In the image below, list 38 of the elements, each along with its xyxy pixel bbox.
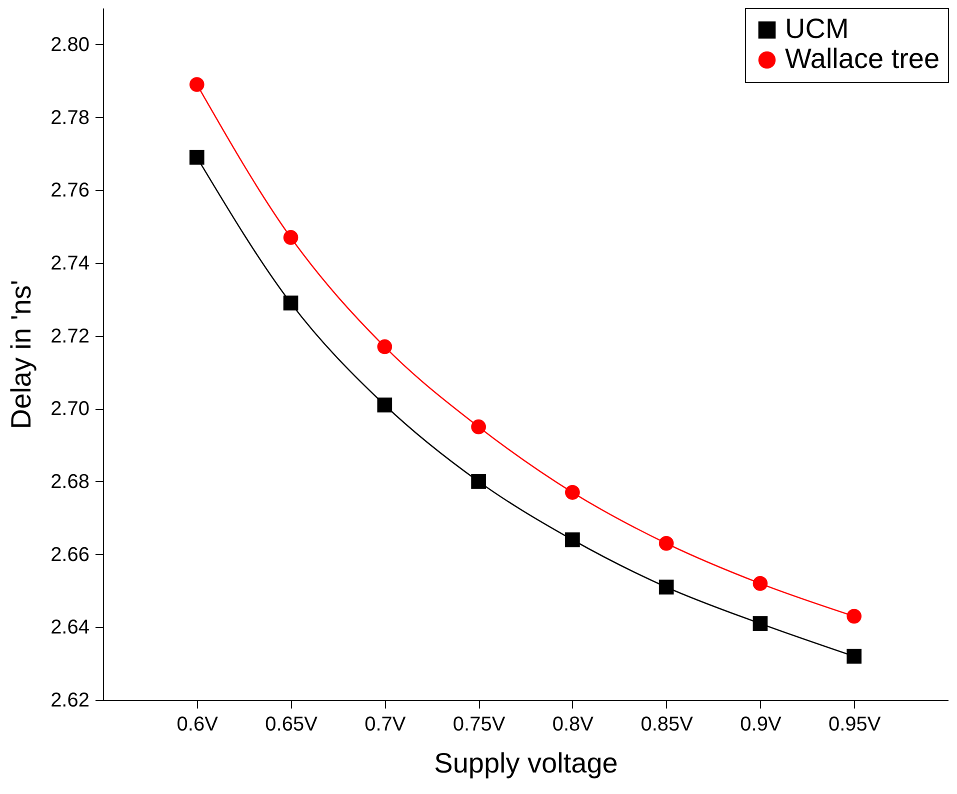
point — [377, 339, 392, 354]
point — [752, 576, 768, 591]
point — [565, 485, 580, 500]
point — [189, 77, 204, 92]
y-tick-label: 2.74 — [50, 252, 90, 274]
y-tick-label: 2.78 — [50, 106, 90, 129]
x-tick-label: 0.95V — [828, 714, 882, 736]
point — [283, 296, 298, 310]
point — [471, 419, 486, 434]
y-tick-label: 2.66 — [50, 544, 90, 566]
point — [377, 398, 392, 412]
point — [565, 532, 580, 548]
y-tick-label: 2.64 — [50, 616, 90, 639]
y-tick-label: 2.80 — [50, 34, 90, 56]
point — [752, 616, 768, 631]
x-tick-label: 0.8V — [552, 714, 594, 736]
y-tick-label: 2.72 — [50, 325, 90, 348]
x-tick-label: 0.75V — [452, 714, 506, 736]
x-tick-label: 0.7V — [364, 714, 406, 736]
legend-label: Wallace tree — [785, 43, 940, 74]
y-tick-label: 2.70 — [50, 398, 90, 420]
x-tick-label: 0.6V — [176, 714, 219, 736]
y-tick-label: 2.76 — [50, 180, 90, 202]
point — [658, 580, 674, 595]
point — [846, 608, 862, 624]
y-tick-label: 2.62 — [50, 690, 90, 712]
point — [283, 230, 298, 245]
x-tick-label: 0.65V — [265, 714, 318, 736]
x-axis-title: Supply voltage — [434, 748, 618, 778]
y-tick-label: 2.68 — [50, 470, 90, 493]
x-tick-label: 0.9V — [740, 714, 782, 736]
x-tick-label: 0.85V — [640, 714, 694, 736]
point — [846, 648, 862, 664]
point — [471, 474, 486, 489]
point — [658, 536, 674, 551]
legend-label: UCM — [785, 13, 849, 44]
y-axis-title: Delay in 'ns' — [6, 280, 37, 430]
point — [189, 150, 204, 165]
